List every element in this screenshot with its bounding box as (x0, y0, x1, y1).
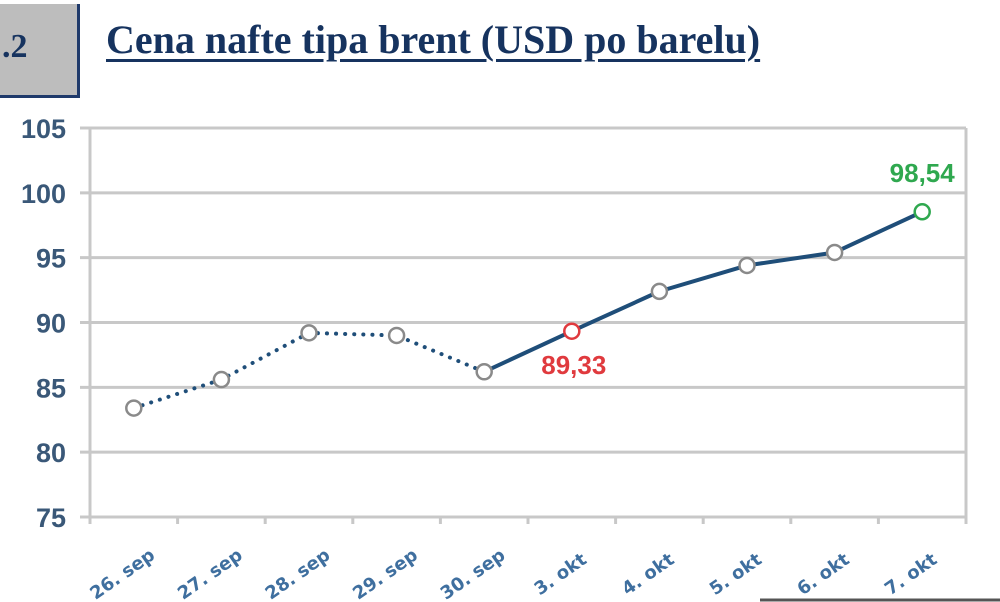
x-tick-label: 7. okt (881, 549, 941, 600)
data-point-marker (563, 322, 581, 340)
x-tick-label: 26. sep (86, 545, 159, 602)
x-tick-label: 28. sep (262, 545, 335, 602)
chart-title: Cena nafte tipa brent (USD po barelu) (106, 17, 761, 62)
x-tick-label: 29. sep (349, 545, 422, 602)
y-tick-label: 100 (21, 179, 66, 209)
data-label: 89,33 (541, 350, 606, 380)
data-point-marker (125, 399, 143, 417)
x-tick-label: 3. okt (531, 549, 591, 600)
y-tick-label: 90 (36, 309, 66, 339)
dotted-line-segment (131, 330, 487, 411)
x-tick-label: 5. okt (706, 549, 766, 600)
data-point-marker (738, 256, 756, 275)
solid-line-segment (483, 209, 924, 374)
data-label: 98,54 (890, 158, 956, 188)
data-point-marker (650, 282, 669, 301)
y-tick-label: 95 (36, 244, 66, 274)
figure-number: .2 (2, 28, 28, 65)
data-point-marker (212, 370, 231, 389)
y-tick-label: 105 (21, 114, 66, 144)
x-tick-label: 27. sep (174, 545, 247, 602)
x-tick-label: 4. okt (618, 549, 678, 600)
data-point-marker (825, 243, 844, 262)
data-point-marker (913, 203, 931, 221)
y-tick-label: 85 (36, 373, 66, 403)
y-tick-label: 80 (36, 438, 66, 468)
data-point-marker (387, 326, 406, 345)
x-tick-label: 30. sep (437, 545, 510, 602)
data-point-marker (475, 363, 493, 381)
y-tick-label: 75 (36, 503, 66, 533)
x-tick-label: 6. okt (793, 549, 853, 600)
data-point-marker (300, 324, 318, 342)
figure-number-box: .2 (0, 4, 80, 98)
